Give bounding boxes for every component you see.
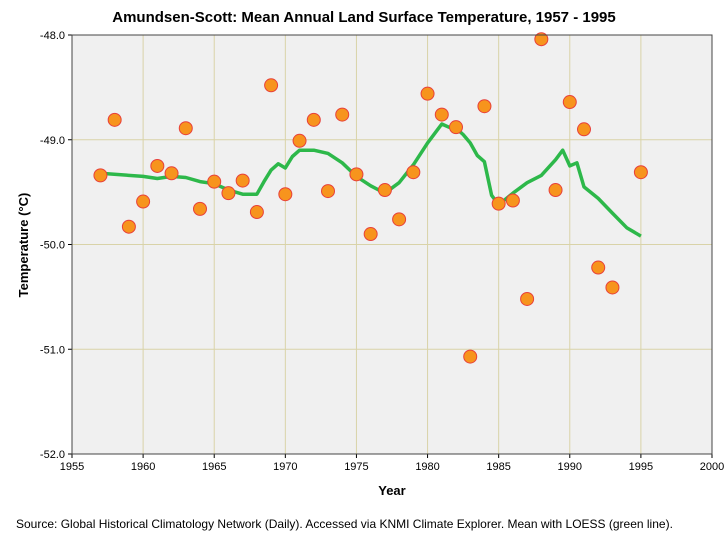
- y-axis: -48.0 -49.0 -50.0 -51.0 -52.0: [40, 30, 72, 461]
- data-point: [221, 186, 236, 201]
- plot-frame: [71, 34, 713, 455]
- y-tick-label: -49.0: [40, 135, 65, 147]
- data-point: [292, 133, 307, 148]
- data-point: [505, 193, 520, 208]
- y-tick-label: -52.0: [40, 449, 65, 461]
- data-point: [491, 196, 506, 211]
- data-point: [150, 158, 165, 173]
- data-point: [477, 99, 492, 114]
- data-point: [434, 107, 449, 122]
- data-point: [264, 78, 279, 93]
- source-note: Source: Global Historical Climatology Ne…: [16, 517, 673, 531]
- x-tick-label: 1980: [415, 461, 439, 473]
- x-tick-label: 1995: [629, 461, 653, 473]
- data-point: [605, 280, 620, 295]
- x-tick-label: 1985: [486, 461, 510, 473]
- data-point: [207, 174, 222, 189]
- data-point: [193, 201, 207, 216]
- x-tick-label: 1990: [558, 461, 582, 473]
- y-tick-label: -48.0: [40, 30, 65, 42]
- data-point: [235, 173, 250, 188]
- data-point: [93, 168, 108, 183]
- loess-line: [100, 122, 642, 238]
- data-point: [548, 183, 563, 198]
- data-point: [278, 187, 293, 202]
- data-point: [449, 120, 463, 135]
- data-point: [633, 165, 648, 180]
- x-tick-label: 2000: [700, 461, 724, 473]
- data-point: [164, 166, 179, 181]
- data-point: [121, 219, 136, 234]
- x-tick-label: 1975: [344, 461, 368, 473]
- data-point: [392, 212, 407, 227]
- x-tick-label: 1965: [202, 461, 226, 473]
- data-point: [377, 183, 392, 198]
- data-point: [591, 260, 606, 275]
- x-tick-label: 1970: [273, 461, 297, 473]
- data-point: [107, 112, 122, 127]
- data-point: [463, 349, 478, 364]
- data-point: [520, 291, 535, 306]
- data-point: [577, 122, 591, 137]
- data-point: [349, 167, 364, 182]
- y-axis-label: Temperature (°C): [16, 193, 31, 298]
- data-point: [562, 95, 577, 110]
- data-point: [306, 112, 321, 127]
- data-point: [406, 165, 421, 180]
- y-tick-label: -50.0: [40, 240, 65, 252]
- y-tick-label: -51.0: [40, 344, 65, 356]
- data-point: [363, 227, 378, 242]
- x-tick-label: 1960: [131, 461, 155, 473]
- data-point: [249, 205, 264, 220]
- data-point: [321, 184, 335, 199]
- data-point: [420, 86, 435, 101]
- data-point: [534, 32, 549, 47]
- data-points: [93, 32, 648, 364]
- x-tick-label: 1955: [60, 461, 84, 473]
- data-point: [335, 107, 350, 122]
- x-axis-label: Year: [378, 483, 405, 498]
- chart-title: Amundsen-Scott: Mean Annual Land Surface…: [112, 9, 615, 26]
- data-point: [178, 121, 193, 136]
- x-axis: 1955 1960 1965 1970 1975 1980 1985 1990 1995 2000: [60, 454, 724, 473]
- data-point: [136, 194, 151, 209]
